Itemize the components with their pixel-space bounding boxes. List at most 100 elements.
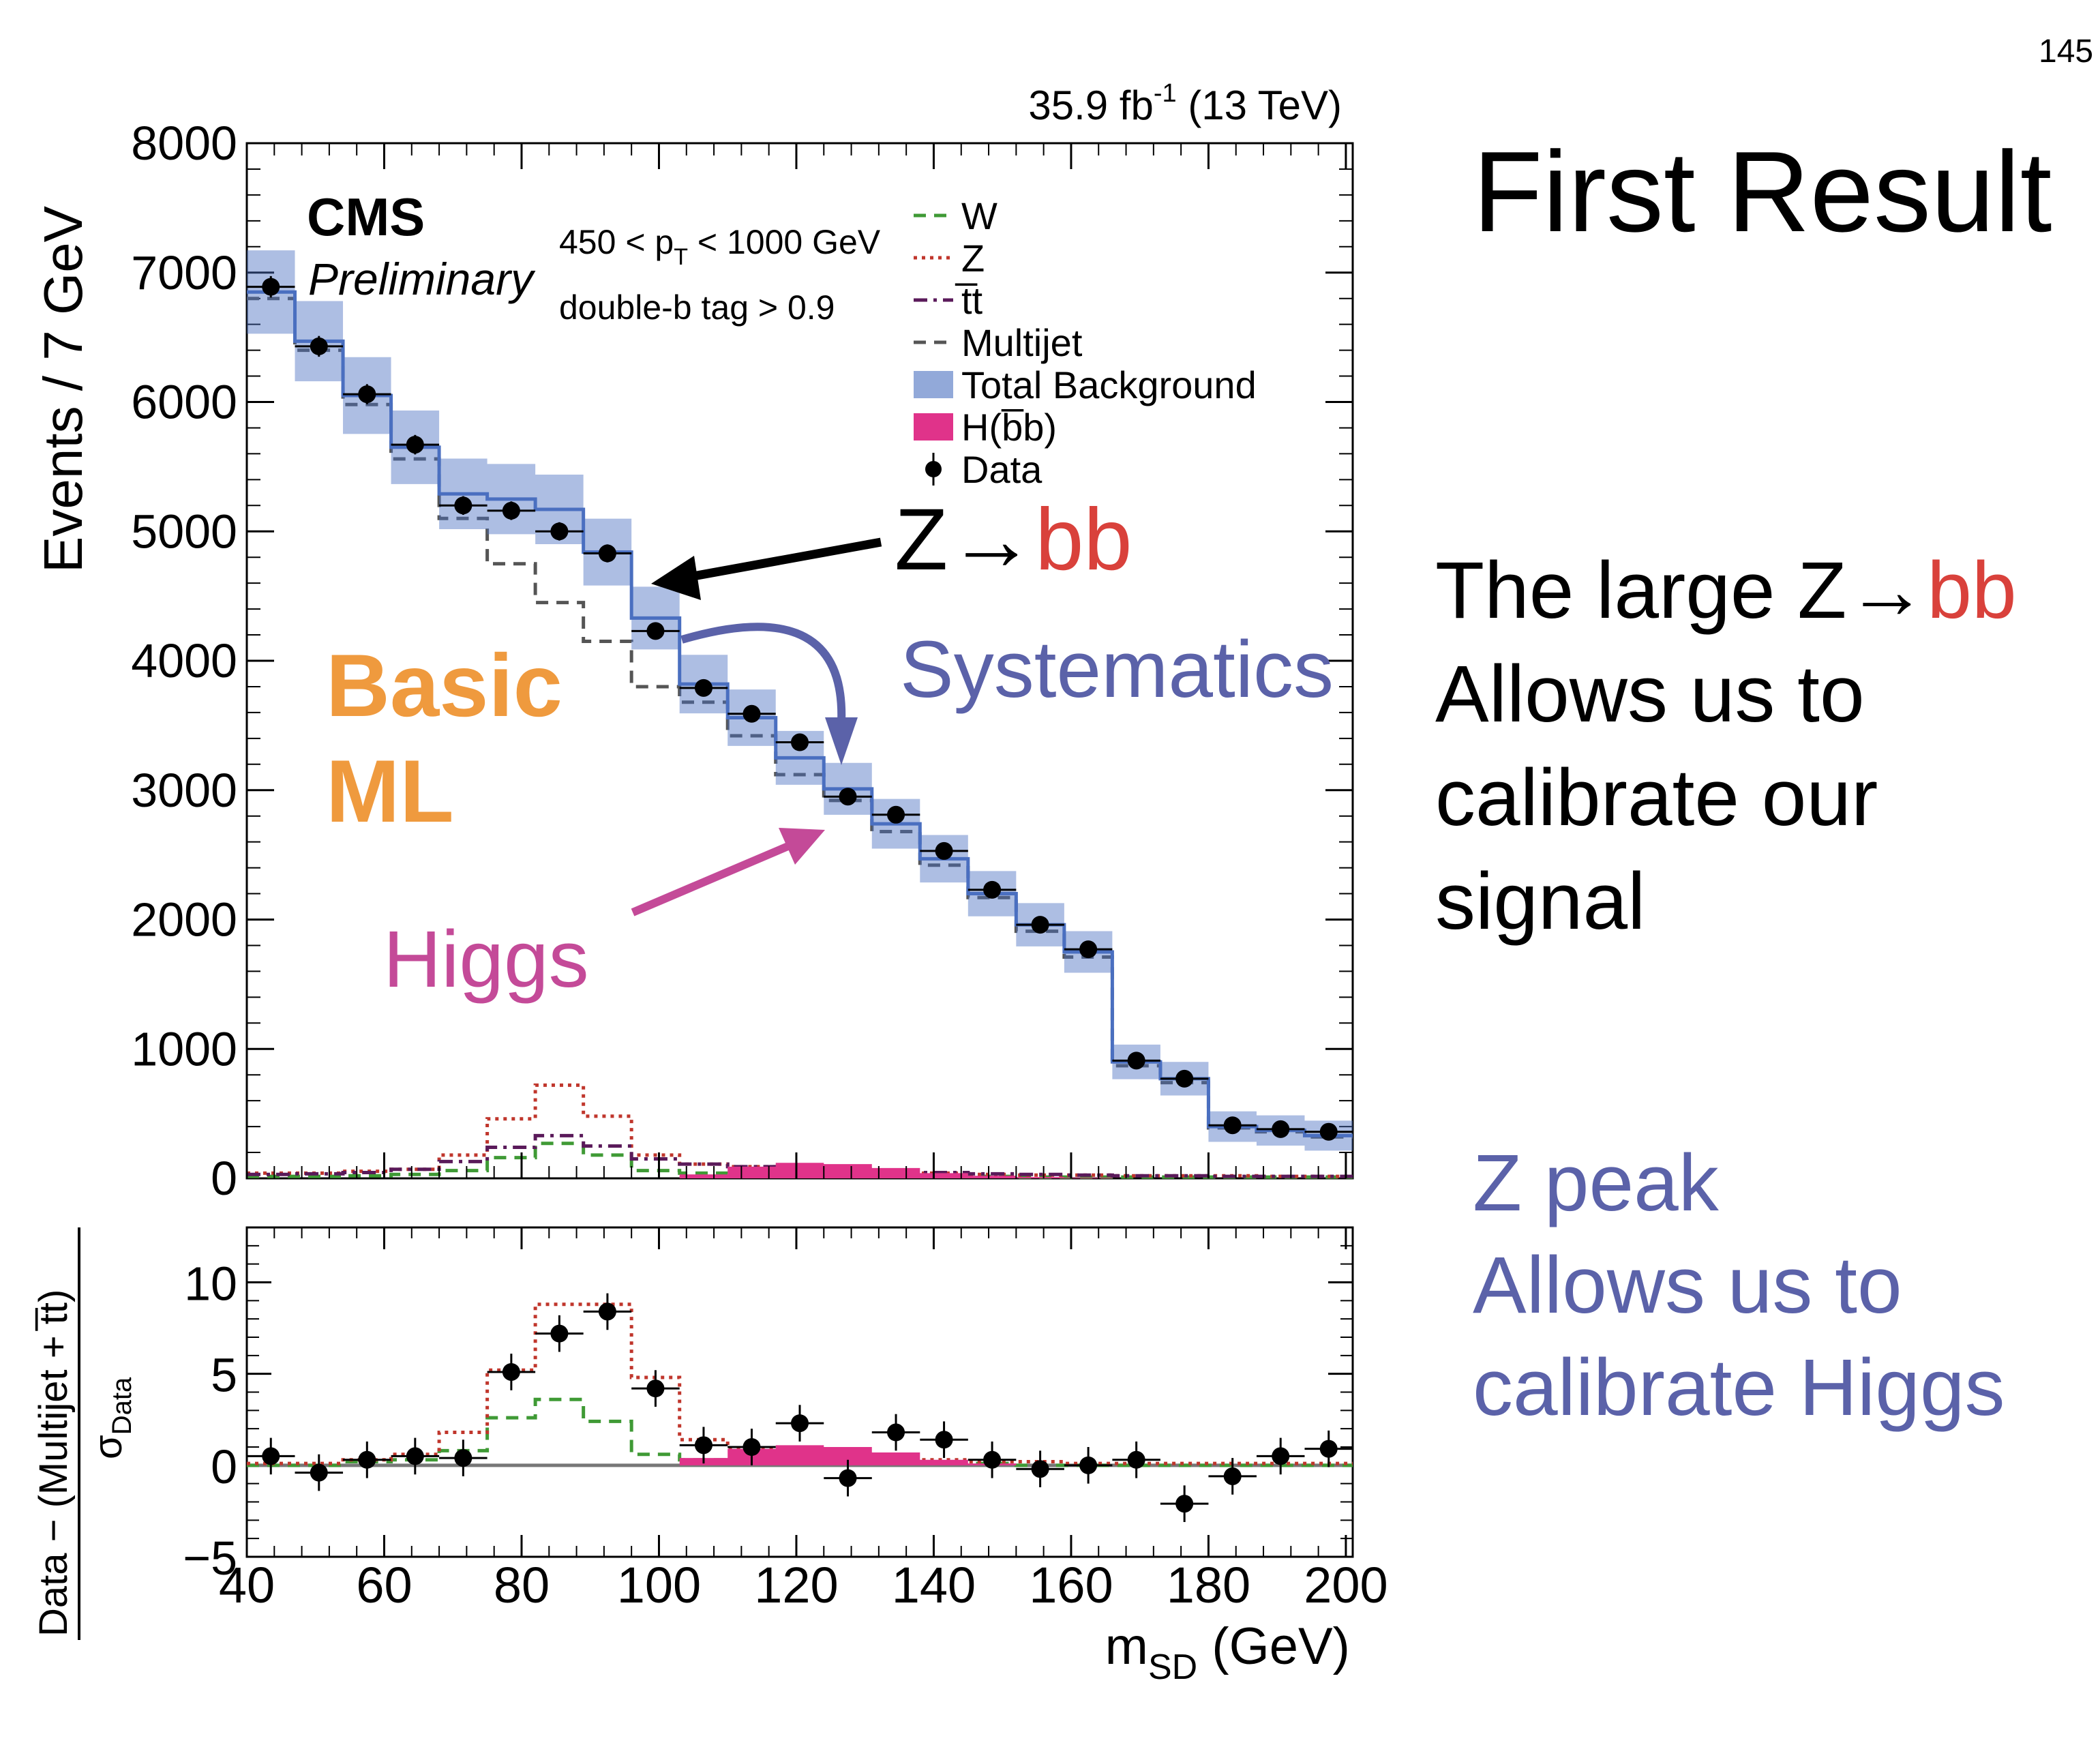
peak-line-1: Z peak: [1473, 1138, 1719, 1228]
legend-label: Z: [961, 237, 985, 280]
main-y-tick-label-4000: 4000: [131, 634, 237, 687]
x-tick-label-160: 160: [1029, 1557, 1113, 1613]
ratio-data-point: [742, 1438, 761, 1456]
x-tick-label-180: 180: [1167, 1557, 1250, 1613]
body-line-1-red: bb: [1927, 546, 2017, 636]
ratio-data-point: [262, 1447, 280, 1465]
x-tick-label-100: 100: [617, 1557, 701, 1613]
main-y-axis-label: Events / 7 GeV: [33, 205, 93, 573]
pt-cut-label: 450 < pT < 1000 GeV: [559, 223, 881, 270]
body-line-2: Allows us to: [1435, 649, 1865, 739]
ratio-data-point: [598, 1302, 616, 1321]
slide-title: First Result: [1473, 128, 2052, 256]
main-data-point: [262, 278, 280, 296]
main-y-tick-label-1000: 1000: [131, 1022, 237, 1075]
main-data-point: [1127, 1052, 1145, 1070]
main-data-point: [1175, 1069, 1194, 1088]
ratio-data-point: [1175, 1495, 1194, 1513]
ratio-data-point: [502, 1362, 520, 1381]
ratio-y-denominator: σData: [86, 1377, 137, 1459]
annot-ml: ML: [326, 741, 454, 841]
legend-label: Multijet: [961, 321, 1083, 364]
main-data-point: [1031, 916, 1049, 934]
legend-entry-multijet: Multijet: [914, 321, 1083, 364]
cms-label: CMS: [307, 187, 425, 247]
slide-number: 145: [2039, 33, 2094, 70]
legend-entry-t-t: t̅t: [914, 279, 983, 322]
main-series-h-b-b: [247, 1163, 1353, 1178]
legend-label: H(b̅b): [961, 406, 1057, 449]
annot-systematics-arrow-head: [825, 717, 858, 765]
annot-zbb-arrow-head: [651, 556, 701, 600]
annot-zbb-arrow-shaft: [680, 537, 882, 583]
main-y-tick-label-7000: 7000: [131, 246, 237, 299]
main-data-point: [694, 678, 712, 697]
main-data-point: [742, 704, 761, 723]
ratio-data-point: [935, 1431, 953, 1449]
ratio-y-tick-label-0: 0: [211, 1440, 237, 1493]
main-data-point: [1079, 940, 1098, 959]
ratio-data-point: [1127, 1450, 1145, 1469]
body-line-3: calibrate our: [1435, 753, 1878, 843]
legend-entry-data: Data: [925, 448, 1042, 491]
main-series-total-background-band: [247, 250, 1353, 1151]
peak-line-3: calibrate Higgs: [1473, 1343, 2005, 1433]
legend-entry-total-background: Total Background: [914, 363, 1257, 406]
preliminary-label: Preliminary: [308, 254, 536, 304]
legend-label: W: [961, 194, 997, 237]
ratio-y-tick-label-5: 5: [211, 1349, 237, 1402]
ratio-y-numerator: Data − (Multijet + t̅t): [31, 1289, 76, 1637]
main-y-tick-label-6000: 6000: [131, 376, 237, 429]
main-data-point: [550, 522, 569, 541]
x-axis-label: mSD (GeV): [1105, 1617, 1350, 1687]
ratio-data-point: [358, 1450, 376, 1469]
main-series-total-background-line: [247, 290, 1353, 1137]
annot-higgs-arrow-shaft: [631, 841, 792, 916]
ratio-data-point: [1319, 1440, 1338, 1458]
x-tick-label-80: 80: [494, 1557, 550, 1613]
main-data-point: [791, 733, 809, 751]
annot-higgs: Higgs: [383, 914, 589, 1004]
ratio-data-point: [1223, 1467, 1242, 1485]
annot-basic: Basic: [326, 636, 562, 735]
ratio-data-point: [454, 1449, 472, 1467]
btag-cut-label: double-b tag > 0.9: [559, 288, 835, 327]
main-y-tick-label-8000: 8000: [131, 117, 237, 170]
peak-line-2: Allows us to: [1473, 1240, 1902, 1330]
main-data-point: [1223, 1116, 1242, 1135]
x-tick-label-140: 140: [892, 1557, 976, 1613]
main-series-z: [247, 1083, 1353, 1178]
ratio-data-point: [839, 1469, 857, 1487]
main-y-tick-label-2000: 2000: [131, 893, 237, 946]
main-data-point: [358, 385, 376, 404]
main-y-tick-label-5000: 5000: [131, 505, 237, 558]
main-data-point: [935, 841, 953, 860]
main-data-point: [983, 880, 1002, 899]
ratio-data-point: [983, 1450, 1002, 1469]
legend-entry-w: W: [914, 194, 997, 237]
annot-zbb: Z→bb: [895, 491, 1132, 588]
ratio-data-point: [1079, 1456, 1098, 1474]
legend-label: Data: [961, 448, 1042, 491]
ratio-data-point: [1272, 1447, 1290, 1465]
legend-swatch: [914, 413, 953, 441]
annot-higgs-arrow-head: [779, 828, 825, 865]
x-tick-label-40: 40: [219, 1557, 275, 1613]
legend-entry-h-b-b: H(b̅b): [914, 406, 1057, 449]
body-line-1-text: The large Z→: [1435, 546, 1927, 636]
main-y-tick-label-3000: 3000: [131, 764, 237, 817]
legend-entry-z: Z: [914, 237, 985, 280]
ratio-data-point: [550, 1324, 569, 1343]
slide-body-text: The large Z→bb Allows us to calibrate ou…: [1435, 539, 2017, 953]
legend-label: t̅t: [955, 279, 982, 322]
annotations: Basic ML Z→bb Systematics Higgs: [326, 491, 1334, 1004]
main-data-point: [1319, 1122, 1338, 1141]
body-line-4: signal: [1435, 856, 1646, 946]
annot-systematics: Systematics: [900, 625, 1334, 715]
body-line-1: The large Z→bb: [1435, 539, 2017, 642]
ratio-series-z: [247, 1302, 1353, 1465]
main-data-point: [839, 788, 857, 806]
ratio-y-tick-label-10: 10: [184, 1257, 237, 1311]
main-data-point: [646, 622, 665, 640]
